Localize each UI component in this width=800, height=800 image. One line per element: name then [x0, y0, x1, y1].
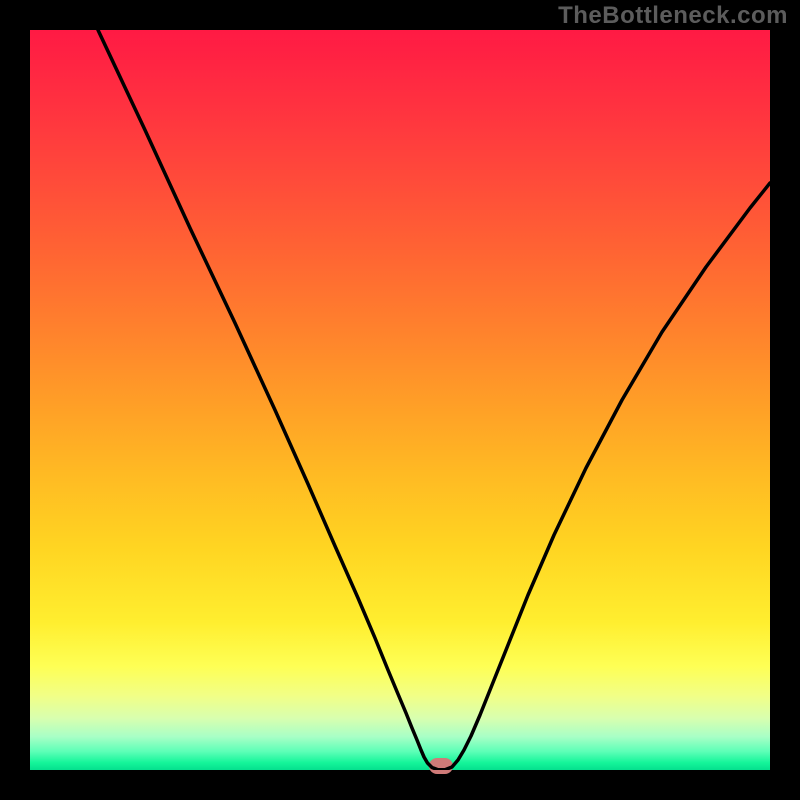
bottleneck-curve	[30, 30, 770, 770]
plot-area	[30, 30, 770, 770]
watermark-text: TheBottleneck.com	[558, 2, 788, 30]
chart-frame: TheBottleneck.com	[0, 0, 800, 800]
